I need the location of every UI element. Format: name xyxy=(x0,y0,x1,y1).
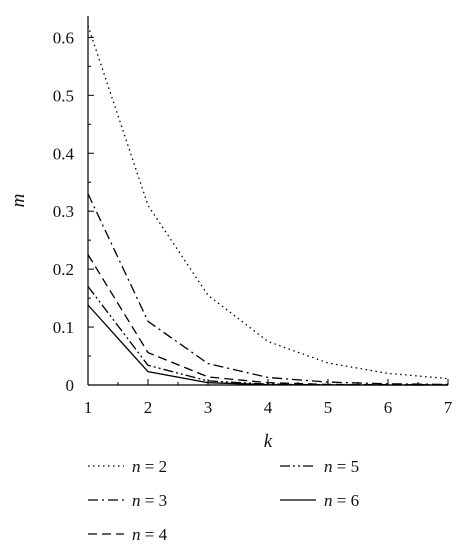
y-tick-label: 0.2 xyxy=(53,260,74,279)
y-tick-label: 0.5 xyxy=(53,86,74,105)
legend-label-n2: n = 2 xyxy=(132,457,167,476)
series-line-n5 xyxy=(87,286,449,386)
legend-label-n5: n = 5 xyxy=(324,457,359,476)
x-tick-label: 6 xyxy=(384,398,393,417)
plot-area xyxy=(87,25,449,386)
x-tick-label: 7 xyxy=(444,398,453,417)
legend-label-n6: n = 6 xyxy=(324,491,359,510)
y-tick-label: 0.1 xyxy=(53,318,74,337)
axes: 0 0.1 0.2 0.3 0.4 0.5 0.6 1 2 3 4 5 6 7 k m xyxy=(8,16,453,452)
series-line-n2 xyxy=(87,25,449,380)
y-tick-label: 0.4 xyxy=(53,144,75,163)
y-tick-label: 0 xyxy=(66,376,75,395)
legend-label-n3: n = 3 xyxy=(132,491,167,510)
x-tick-label: 3 xyxy=(204,398,213,417)
y-axis-label: m xyxy=(8,194,29,208)
x-axis-label: k xyxy=(264,431,273,452)
legend-label-n4: n = 4 xyxy=(132,525,168,544)
x-tick-label: 5 xyxy=(324,398,333,417)
x-tick-label: 1 xyxy=(84,398,93,417)
series-line-n6 xyxy=(87,304,448,386)
y-tick-label: 0.3 xyxy=(53,202,74,221)
legend: n = 2 n = 3 n = 4 n = 5 n = 6 xyxy=(88,457,359,544)
x-tick-label: 2 xyxy=(144,398,153,417)
y-tick-label: 0.6 xyxy=(53,28,74,47)
series-line-n3 xyxy=(87,193,449,386)
x-tick-label: 4 xyxy=(264,398,273,417)
